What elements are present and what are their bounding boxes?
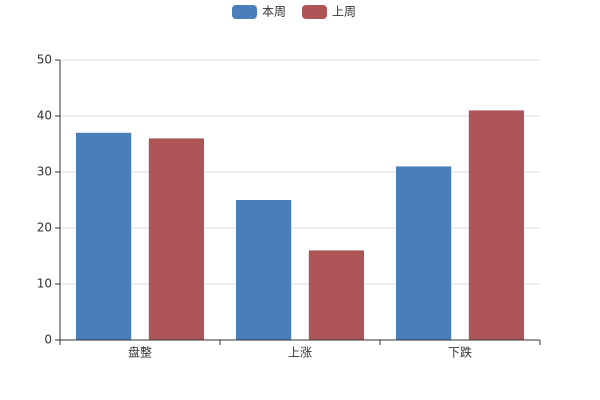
- y-tick-label: 20: [37, 221, 52, 235]
- x-tick-label: 下跌: [448, 345, 472, 360]
- x-tick-label: 上涨: [288, 345, 312, 360]
- y-tick-label: 0: [44, 333, 52, 347]
- x-tick-label: 盘整: [128, 345, 152, 360]
- legend-swatch[interactable]: [232, 5, 257, 19]
- bar: [148, 138, 204, 340]
- y-tick-label: 50: [37, 53, 52, 67]
- legend-swatch[interactable]: [302, 5, 327, 19]
- y-tick-label: 40: [37, 109, 52, 123]
- bar: [468, 110, 524, 341]
- y-tick-label: 30: [37, 165, 52, 179]
- legend-label[interactable]: 本周: [262, 5, 286, 19]
- y-tick-label: 10: [37, 277, 52, 291]
- bar: [236, 200, 292, 340]
- bar: [308, 250, 364, 340]
- legend-label[interactable]: 上周: [332, 5, 356, 19]
- bar: [76, 132, 132, 340]
- bar: [396, 166, 452, 340]
